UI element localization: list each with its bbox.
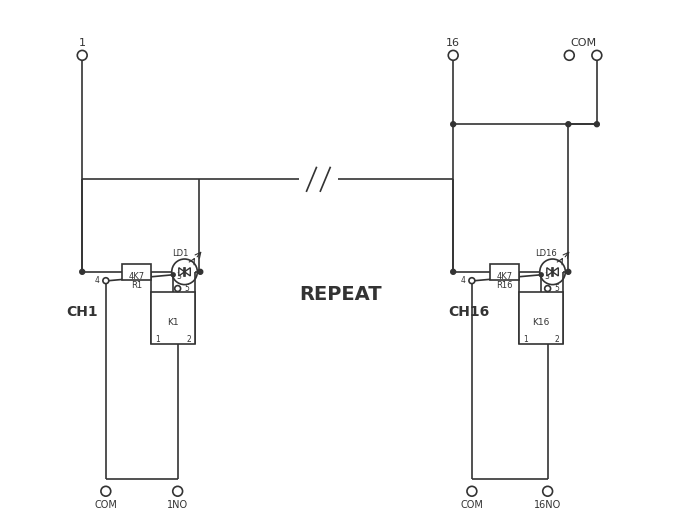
Bar <box>519 292 563 344</box>
Text: COM: COM <box>570 38 596 47</box>
Text: 4: 4 <box>94 276 100 285</box>
Text: 16NO: 16NO <box>534 500 561 510</box>
Polygon shape <box>553 268 558 276</box>
Bar <box>151 292 195 344</box>
Polygon shape <box>547 268 553 276</box>
Text: R16: R16 <box>496 281 513 290</box>
Text: K1: K1 <box>167 317 179 327</box>
Text: 1: 1 <box>79 38 85 47</box>
Text: COM: COM <box>94 500 117 510</box>
Text: R1: R1 <box>130 281 142 290</box>
Text: CH1: CH1 <box>66 305 98 319</box>
Polygon shape <box>184 268 191 276</box>
Text: 16: 16 <box>446 38 460 47</box>
Text: 1NO: 1NO <box>167 500 189 510</box>
Circle shape <box>566 269 571 274</box>
Text: CH16: CH16 <box>448 305 490 319</box>
Text: 5: 5 <box>554 284 559 293</box>
Text: 2: 2 <box>555 335 559 344</box>
Text: 1: 1 <box>523 335 528 344</box>
Circle shape <box>198 269 203 274</box>
Circle shape <box>594 122 599 127</box>
Circle shape <box>171 273 176 277</box>
Circle shape <box>80 269 85 274</box>
Circle shape <box>451 269 456 274</box>
Text: 2: 2 <box>186 335 191 344</box>
Circle shape <box>451 122 456 127</box>
Text: 1: 1 <box>155 335 160 344</box>
Bar <box>122 264 151 280</box>
Text: 4K7: 4K7 <box>128 272 144 281</box>
Bar <box>490 264 519 280</box>
Circle shape <box>540 273 543 277</box>
Text: LD16: LD16 <box>535 249 557 257</box>
Text: 3: 3 <box>545 272 550 281</box>
Polygon shape <box>179 268 184 276</box>
Text: LD1: LD1 <box>172 249 189 257</box>
Text: REPEAT: REPEAT <box>300 285 382 304</box>
Text: COM: COM <box>460 500 484 510</box>
Text: 4K7: 4K7 <box>497 272 512 281</box>
Circle shape <box>566 122 571 127</box>
Text: 5: 5 <box>184 284 189 293</box>
Text: K16: K16 <box>533 317 550 327</box>
Text: 3: 3 <box>177 272 182 281</box>
Text: 4: 4 <box>460 276 465 285</box>
